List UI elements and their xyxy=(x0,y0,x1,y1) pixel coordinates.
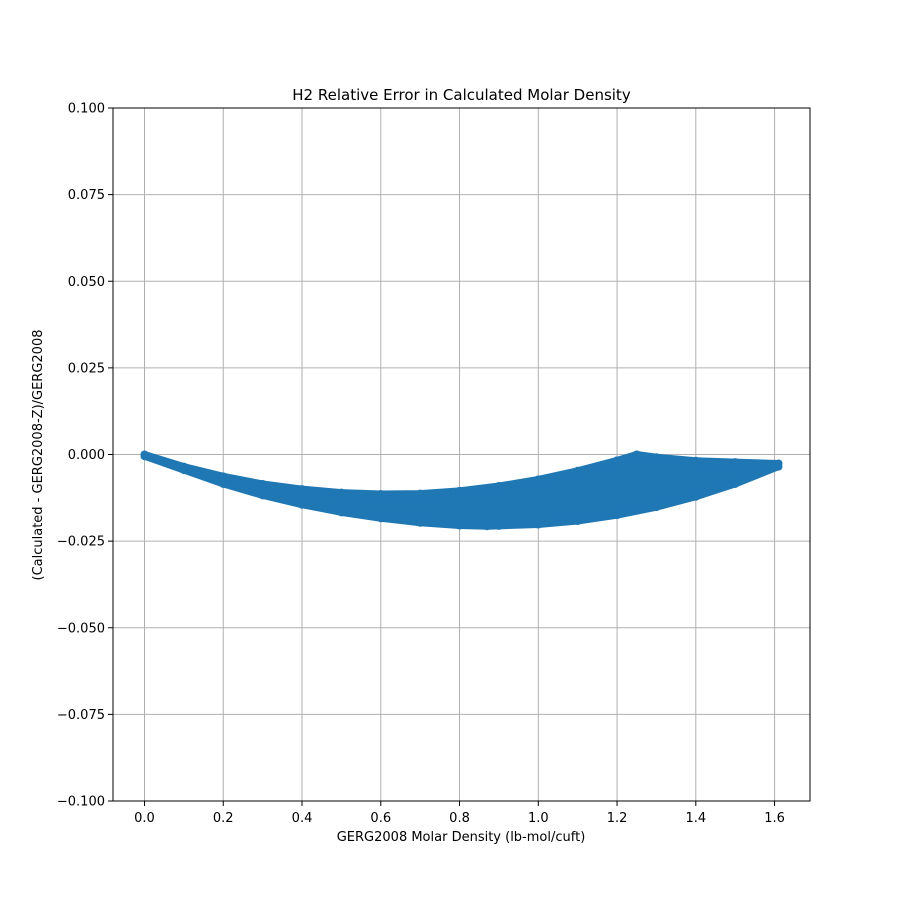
scatter-point xyxy=(455,521,464,530)
y-tick-label: −0.100 xyxy=(57,795,105,810)
scatter-point xyxy=(298,485,307,494)
scatter-point xyxy=(376,514,385,523)
scatter-point xyxy=(258,491,267,500)
scatter-point xyxy=(455,486,464,495)
x-tick-label: 0.4 xyxy=(292,811,313,826)
scatter-point xyxy=(140,452,149,461)
scatter-point xyxy=(483,522,492,531)
y-axis-label: (Calculated - GERG2008-Z)/GERG2008 xyxy=(31,330,46,581)
scatter-point xyxy=(179,466,188,475)
y-axis: 0.100 0.075 0.050 0.025 0.000 −0.025 −0.050 −0.… xyxy=(57,102,113,810)
scatter-point xyxy=(774,462,783,471)
scatter-point xyxy=(731,479,740,488)
y-tick-label: −0.025 xyxy=(57,535,105,550)
x-tick-label: 1.6 xyxy=(764,811,785,826)
scatter-point xyxy=(298,500,307,509)
scatter-point xyxy=(534,520,543,529)
scatter-point xyxy=(731,458,740,467)
scatter-point xyxy=(573,466,582,475)
grid xyxy=(113,107,810,802)
scatter-point xyxy=(494,482,503,491)
data-layer xyxy=(140,450,783,531)
scatter-point xyxy=(416,489,425,498)
scatter-point xyxy=(376,490,385,499)
scatter-point xyxy=(219,479,228,488)
chart-title: H2 Relative Error in Calculated Molar De… xyxy=(292,86,631,104)
y-tick-label: 0.000 xyxy=(68,448,105,463)
x-tick-label: 0.0 xyxy=(134,811,155,826)
x-axis-label: GERG2008 Molar Density (lb-mol/cuft) xyxy=(337,830,586,845)
x-tick-label: 1.0 xyxy=(528,811,549,826)
y-tick-label: 0.025 xyxy=(68,361,105,376)
scatter-point xyxy=(652,453,661,462)
x-tick-label: 0.8 xyxy=(449,811,470,826)
scatter-point xyxy=(219,472,228,481)
scatter-point xyxy=(416,518,425,527)
scatter-point xyxy=(534,475,543,484)
scatter-point xyxy=(337,508,346,517)
scatter-point xyxy=(573,517,582,526)
y-tick-label: −0.050 xyxy=(57,621,105,636)
scatter-point xyxy=(632,450,641,459)
scatter-point xyxy=(258,479,267,488)
scatter-point xyxy=(691,456,700,465)
x-tick-label: 1.4 xyxy=(685,811,706,826)
x-tick-label: 1.2 xyxy=(607,811,628,826)
y-tick-label: 0.100 xyxy=(68,102,105,117)
y-tick-label: 0.075 xyxy=(68,188,105,203)
scatter-point xyxy=(613,456,622,465)
x-axis: 0.0 0.2 0.4 0.6 0.8 1.0 1.2 1.4 1.6 xyxy=(134,801,785,826)
y-tick-label: 0.050 xyxy=(68,275,105,290)
scatter-point xyxy=(652,503,661,512)
x-tick-label: 0.2 xyxy=(213,811,234,826)
y-tick-label: −0.075 xyxy=(57,708,105,723)
scatter-point xyxy=(494,521,503,530)
x-tick-label: 0.6 xyxy=(370,811,391,826)
scatter-point xyxy=(613,511,622,520)
scatter-point xyxy=(337,488,346,497)
scatter-point xyxy=(691,492,700,501)
